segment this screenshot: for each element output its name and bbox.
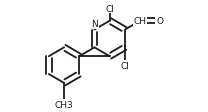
Text: Cl: Cl xyxy=(105,4,114,13)
Text: CH3: CH3 xyxy=(55,100,73,109)
Text: Cl: Cl xyxy=(120,61,129,70)
Text: O: O xyxy=(156,17,163,26)
Text: N: N xyxy=(91,20,98,29)
Text: CH: CH xyxy=(134,17,147,26)
